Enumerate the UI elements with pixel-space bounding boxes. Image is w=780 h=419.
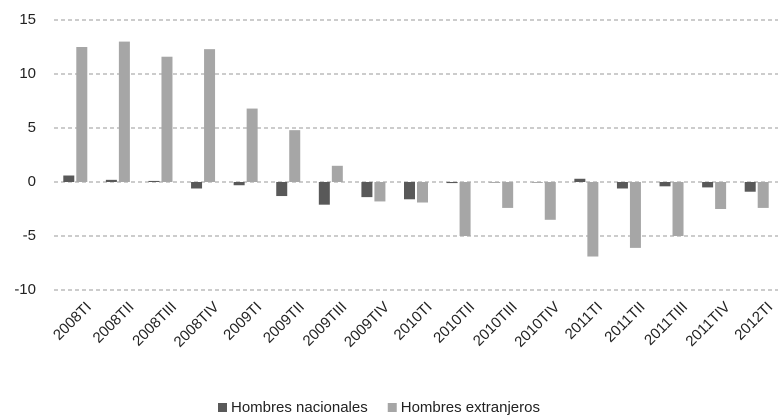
bar [161, 56, 173, 182]
x-tick-label: 2011TI [562, 299, 606, 343]
bar [76, 47, 88, 182]
y-tick-label: 5 [28, 119, 36, 136]
legend-label: Hombres extranjeros [401, 399, 540, 416]
bar [757, 182, 769, 208]
bar [629, 182, 641, 248]
legend-swatch [387, 403, 397, 412]
bar [616, 182, 628, 189]
y-tick-label: 0 [28, 173, 36, 190]
x-tick-label: 2008TI [50, 299, 95, 344]
bar [374, 182, 386, 202]
bar [318, 182, 330, 205]
x-tick-label: 2010TI [391, 299, 436, 344]
bar [246, 108, 258, 182]
legend-label: Hombres nacionales [231, 399, 368, 416]
x-tick-label: 2010TIV [511, 299, 563, 351]
bar [531, 182, 543, 183]
y-tick-label: 15 [19, 11, 36, 28]
bar [233, 182, 245, 186]
x-tick-label: 2011TIV [682, 299, 733, 350]
bar [587, 182, 599, 257]
bar [659, 182, 671, 187]
y-tick-label: -5 [23, 227, 36, 244]
bar [118, 41, 130, 182]
bar [289, 130, 301, 182]
y-tick-label: -10 [14, 281, 36, 298]
bar [459, 182, 471, 236]
bar [63, 175, 75, 182]
bar [672, 182, 684, 236]
bar [702, 182, 714, 188]
bar [148, 180, 160, 182]
x-tick-label: 2011TIII [641, 299, 691, 349]
bar [331, 165, 343, 182]
x-tick-label: 2011TII [601, 299, 648, 346]
x-tick-label: 2009TIV [341, 299, 393, 351]
legend-swatch [218, 403, 227, 412]
bar [417, 182, 428, 203]
x-tick-label: 2012TI [731, 299, 776, 344]
bar [489, 182, 501, 183]
bar [105, 179, 117, 182]
bar [191, 182, 203, 189]
bar [544, 182, 556, 220]
bar [404, 182, 415, 200]
x-tick-label: 2009TI [220, 299, 265, 344]
bar [744, 182, 756, 192]
bar [715, 182, 727, 209]
bar [276, 182, 288, 197]
bar [446, 182, 458, 184]
x-tick-label: 2008TIV [171, 299, 223, 351]
bar [204, 49, 216, 182]
bar [574, 178, 586, 182]
y-tick-label: 10 [19, 65, 36, 82]
bar [361, 182, 373, 198]
bar [502, 182, 514, 208]
